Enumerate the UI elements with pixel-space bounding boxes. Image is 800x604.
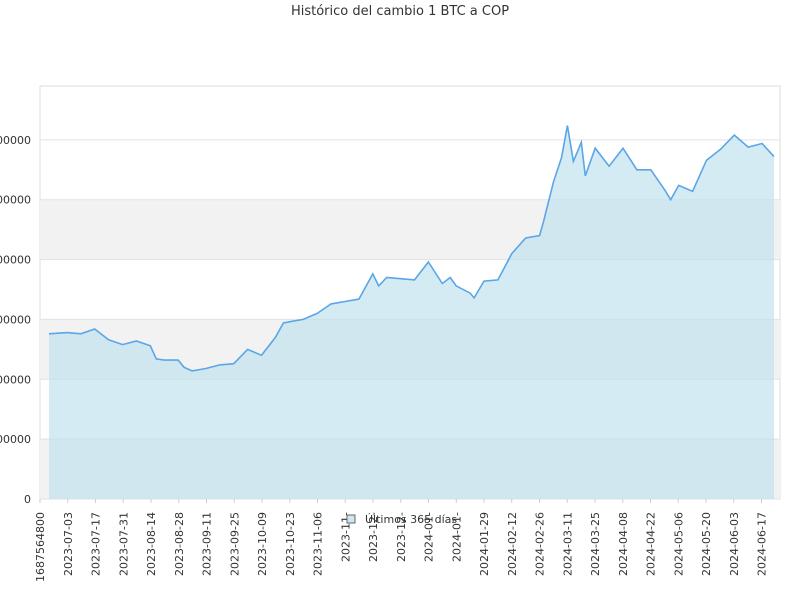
x-tick-label: 2023-08-14 <box>145 512 158 576</box>
x-tick-label: 2023-10-09 <box>256 512 269 576</box>
x-tick-label: 2023-11-06 <box>312 512 325 576</box>
x-tick-label: 2023-07-31 <box>117 512 130 576</box>
chart-title: Histórico del cambio 1 BTC a COP <box>291 4 509 19</box>
y-tick-label: 0 <box>24 493 31 506</box>
x-tick-label: 2023-08-28 <box>173 512 186 576</box>
x-tick-label: 2023-09-11 <box>201 512 214 576</box>
x-tick-label: 2024-01- <box>423 512 436 562</box>
x-tick-label: 2024-04-08 <box>617 512 630 576</box>
x-tick-label: 2024-02-26 <box>534 512 547 576</box>
x-tick-label: 2023-07-03 <box>62 512 75 576</box>
x-tick-label: 2023-12- <box>395 512 408 562</box>
x-tick-label: 1687564800 <box>34 512 47 582</box>
y-tick-label: 100000000 <box>0 373 31 386</box>
x-tick-label: 2024-01- <box>450 512 463 562</box>
y-tick-label: 150000000 <box>0 313 31 326</box>
x-tick-label: 2024-05-20 <box>700 512 713 576</box>
x-tick-label: 2023-12- <box>367 512 380 562</box>
x-tick-label: 2023-11- <box>339 512 352 562</box>
legend[interactable]: Últimos 365 días <box>346 513 457 526</box>
y-tick-label: 300000000 <box>0 134 31 147</box>
x-tick-label: 2023-07-17 <box>90 512 103 576</box>
x-tick-label: 2024-03-11 <box>561 512 574 576</box>
y-axis-ticks: 0 50000000 100000000 150000000 200000000 2500… <box>0 134 31 506</box>
y-tick-label: 250000000 <box>0 194 31 207</box>
y-tick-label: 50000000 <box>0 433 31 446</box>
x-tick-label: 2024-03-25 <box>589 512 602 576</box>
x-tick-label: 2024-06-03 <box>728 512 741 576</box>
legend-swatch[interactable] <box>346 514 356 524</box>
x-tick-label: 2024-06-17 <box>756 512 769 576</box>
legend-label[interactable]: Últimos 365 días <box>365 513 457 526</box>
series-area <box>49 125 774 499</box>
x-tick-label: 2023-10-23 <box>284 512 297 576</box>
x-tick-label: 2024-02-12 <box>506 512 519 576</box>
y-tick-label: 200000000 <box>0 254 31 267</box>
x-tick-label: 2024-05-06 <box>672 512 685 576</box>
x-tick-label: 2024-04-22 <box>645 512 658 576</box>
series-line <box>48 125 775 372</box>
x-tick-label: 2023-09-25 <box>228 512 241 576</box>
x-tick-label: 2024-01-29 <box>478 512 491 576</box>
x-axis-ticks: 1687564800 2023-07-03 2023-07-17 2023-07-31… <box>34 499 769 582</box>
